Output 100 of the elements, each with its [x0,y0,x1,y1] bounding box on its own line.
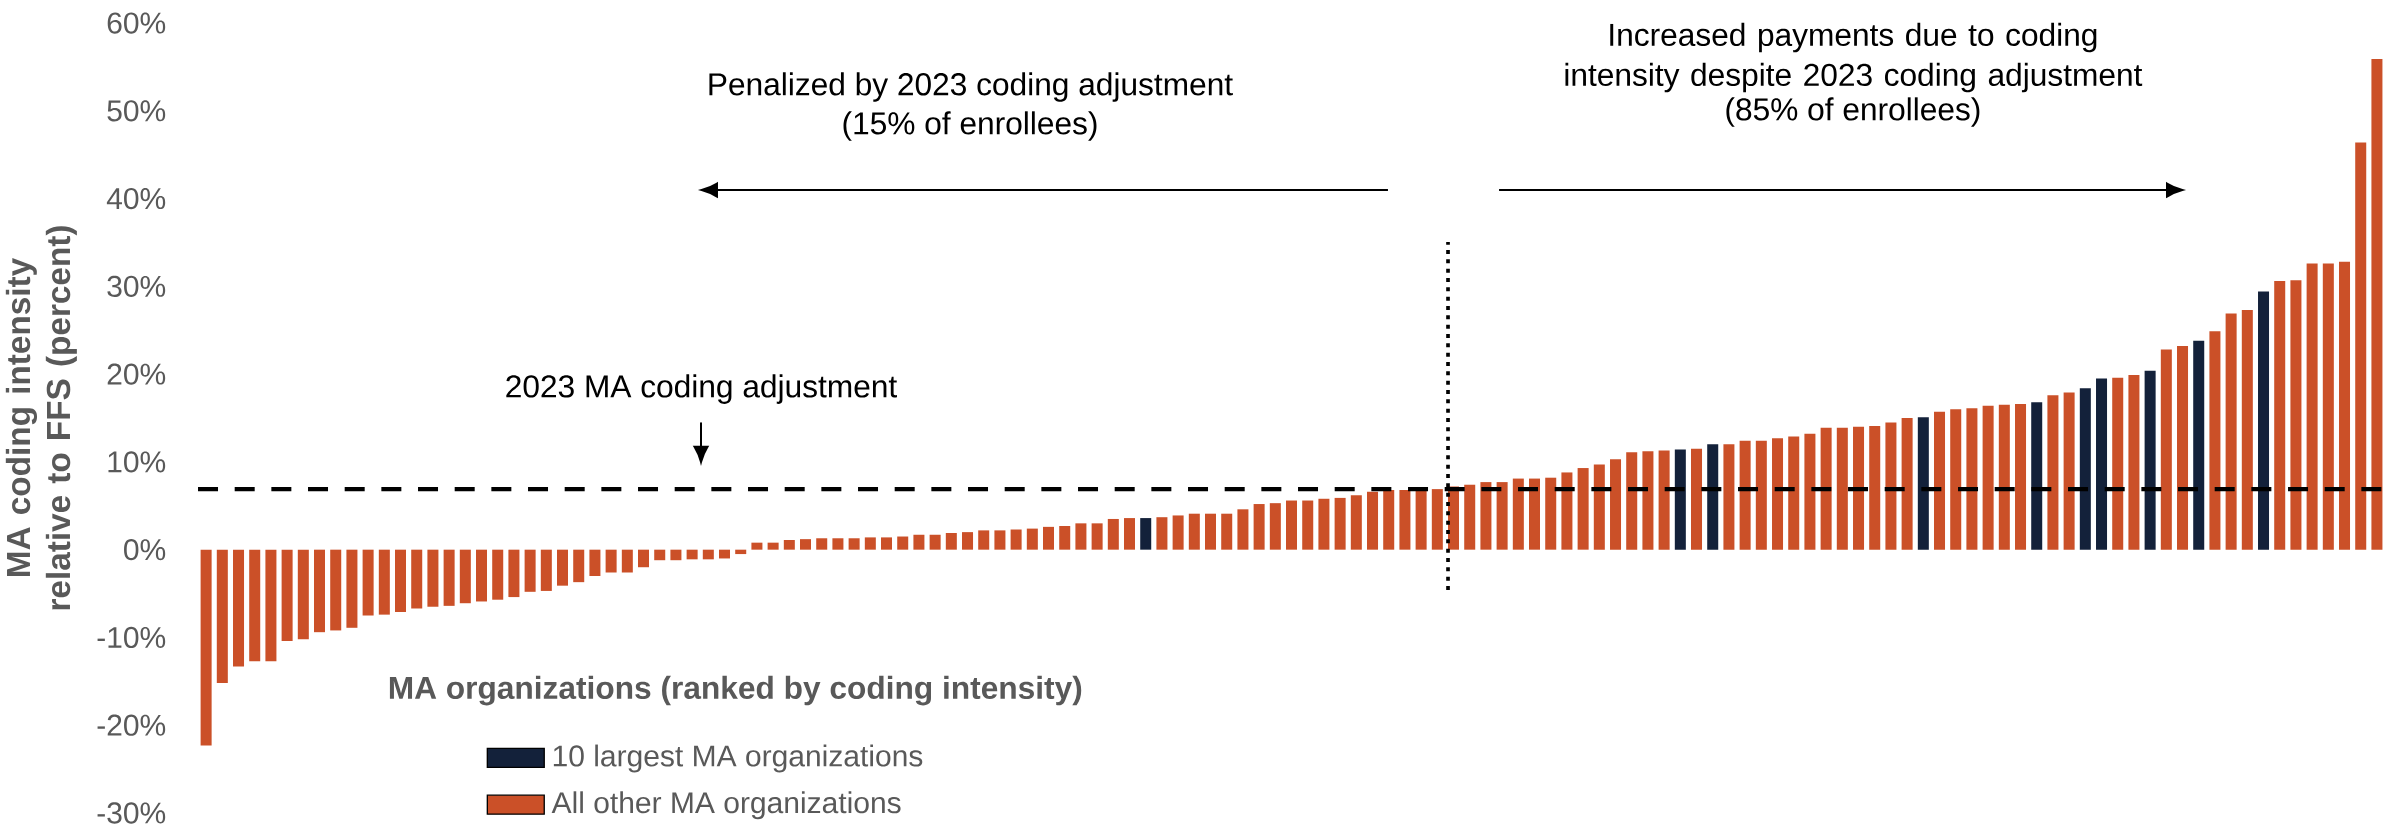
bar [1658,450,1670,550]
bar [962,532,974,550]
bar [395,549,407,613]
bar [297,549,309,640]
bar [1885,422,1897,550]
bar [1496,482,1508,550]
y-tick-label: 20% [107,363,166,385]
bar [589,549,601,577]
bar [751,542,763,550]
bar [1302,500,1314,550]
bar [2144,370,2156,550]
bar [2306,263,2318,550]
bar [1934,411,1946,550]
bar [816,538,828,550]
bar [1853,426,1865,550]
legend-label: 10 largest MA organizations [553,744,923,773]
legend-title: MA organizations (ranked by coding intensity) [389,675,1082,706]
bar [427,549,439,607]
bar [783,540,795,550]
bar [1480,482,1492,550]
bar [362,549,374,616]
legend-label: All other MA organizations [551,791,901,820]
bar [1286,500,1298,550]
bar [2339,261,2351,550]
bar [1059,525,1071,550]
bar [2371,59,2383,550]
bar [2355,142,2367,550]
bar [1577,468,1589,550]
bar [1124,518,1136,550]
bar [378,549,390,615]
bar [1140,518,1152,550]
bar [540,549,552,591]
bar [2096,378,2108,550]
bar [1026,528,1038,550]
bar [2031,402,2043,550]
bar [897,536,909,550]
bar [557,549,569,586]
bar [2063,392,2075,550]
y-tick-label: 30% [107,275,166,297]
bar [346,549,358,628]
bar [508,549,520,598]
bar [2241,310,2253,550]
bar [2047,395,2059,550]
bar [719,549,731,559]
bar [994,530,1006,550]
bar [1642,451,1654,550]
bar [1010,529,1022,550]
bar [2209,331,2221,550]
bar [2015,403,2027,550]
bar [686,549,698,560]
bar [1966,408,1978,550]
bar [1221,513,1233,550]
bar [2177,346,2189,550]
y-tick-label: -30% [97,802,166,824]
y-tick-label: -20% [97,714,166,736]
bar [1836,427,1848,550]
bar [1707,444,1719,550]
bar [216,549,228,684]
bar [945,533,957,550]
bar [2322,263,2334,550]
bar [476,549,488,602]
bar [1869,425,1881,550]
bar [913,534,925,550]
annotation: (85% of enrollees) [1726,97,1980,127]
bar [1091,523,1103,550]
bar [281,549,293,641]
bar [1415,489,1427,550]
bar [1043,526,1055,550]
bar [832,538,844,550]
bar [1399,489,1411,550]
bar [1982,405,1994,550]
bar [1205,513,1217,550]
bar [800,539,812,550]
bar [1998,404,2010,550]
bar [2290,280,2302,550]
bar [1383,489,1395,550]
bar [1172,515,1184,550]
bar [265,549,277,662]
bar [1804,433,1816,550]
bar [1561,472,1573,550]
bar [1610,459,1622,550]
annotation: (15% of enrollees) [843,111,1097,141]
bar [1156,517,1168,550]
ref-line-label: 2023 MA coding adjustment [506,374,897,404]
bar [1464,484,1476,550]
bar [1723,444,1735,550]
bar [1237,509,1249,550]
bar [1739,440,1751,550]
annotation: Increased payments due to coding intensity despite 2023 coding adjustment [1565,22,2143,93]
bar [1075,523,1087,550]
bar [881,537,893,550]
bar [1820,427,1832,550]
bar [249,549,261,662]
bar [1950,409,1962,550]
bar [978,530,990,550]
bar [654,549,666,561]
bar [1269,503,1281,550]
bar [1788,436,1800,550]
bar [1901,418,1913,550]
bar [1107,518,1119,550]
